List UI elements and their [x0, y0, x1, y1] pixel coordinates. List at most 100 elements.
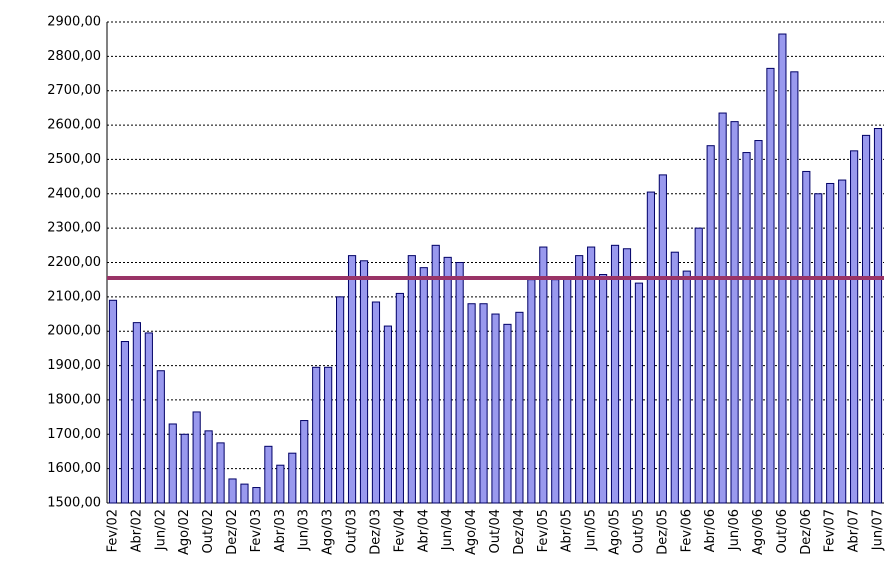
bar: [300, 420, 309, 504]
x-tick-label: Ago/02: [177, 509, 192, 555]
bar: [551, 279, 560, 504]
bar: [264, 445, 273, 504]
x-tick-label: Out/04: [488, 509, 503, 554]
bar: [575, 255, 584, 504]
bar: [240, 483, 249, 504]
x-tick-label: Abr/07: [847, 509, 862, 552]
bar: [312, 366, 321, 504]
y-tick-label: 1600,00: [47, 461, 101, 476]
y-tick-label: 2700,00: [47, 83, 101, 98]
x-tick-label: Dez/05: [655, 509, 670, 555]
bar: [144, 332, 153, 504]
x-tick-label: Jun/05: [584, 509, 599, 551]
bar: [192, 411, 201, 504]
x-tick-label: Out/05: [631, 509, 646, 554]
bar: [419, 267, 428, 504]
bar: [216, 442, 225, 504]
y-tick-label: 2800,00: [47, 49, 101, 64]
y-tick-label: 1900,00: [47, 358, 101, 373]
bar: [503, 323, 512, 504]
bar: [694, 227, 703, 504]
bar: [598, 274, 608, 504]
bar: [539, 246, 548, 504]
x-tick-label: Ago/05: [608, 509, 623, 555]
y-tick-label: 1800,00: [47, 392, 101, 407]
bar: [443, 256, 452, 504]
x-tick-label: Jun/06: [727, 509, 742, 551]
bar: [670, 251, 679, 504]
bar: [108, 299, 118, 504]
y-tick-label: 2000,00: [47, 324, 101, 339]
bar: [288, 452, 297, 504]
bar: [730, 121, 739, 504]
bar: [873, 128, 883, 504]
bar: [778, 33, 787, 504]
x-tick-label: Out/03: [345, 509, 360, 554]
bar: [515, 311, 524, 504]
bar: [395, 292, 404, 504]
y-tick-label: 2600,00: [47, 118, 101, 133]
x-tick-label: Jun/07: [871, 509, 886, 551]
bar: [431, 244, 440, 504]
bar: [634, 282, 644, 504]
bar: [861, 134, 871, 504]
x-tick-label: Abr/04: [416, 509, 431, 552]
y-tick-label: 1700,00: [47, 427, 101, 442]
x-tick-label: Ago/06: [751, 509, 766, 555]
x-tick-label: Abr/02: [129, 509, 144, 552]
bar: [132, 322, 141, 504]
x-tick-label: Dez/03: [368, 509, 383, 555]
x-tick-label: Ago/03: [321, 509, 336, 555]
bar: [407, 255, 416, 504]
bar: [276, 464, 285, 504]
x-tick-label: Dez/06: [799, 509, 814, 555]
bar: [587, 246, 596, 504]
bar: [371, 301, 381, 504]
bar: [252, 487, 261, 504]
y-tick-label: 2300,00: [47, 221, 101, 236]
x-tick-label: Fev/03: [249, 509, 264, 552]
bar: [204, 430, 213, 504]
bar: [802, 170, 811, 504]
y-tick-label: 2500,00: [47, 152, 101, 167]
bar: [359, 260, 369, 504]
y-tick-label: 2900,00: [47, 15, 101, 30]
x-tick-label: Jun/02: [153, 509, 168, 551]
bar: [228, 478, 237, 504]
bar: [682, 270, 691, 504]
bar: [156, 370, 165, 504]
x-tick-label: Jun/03: [297, 509, 312, 551]
x-tick-label: Fev/06: [679, 509, 694, 552]
x-tick-label: Dez/02: [225, 509, 240, 555]
bar: [563, 277, 572, 504]
bar: [383, 325, 393, 504]
bar: [610, 244, 620, 504]
bar: [324, 366, 333, 504]
bar: [754, 140, 763, 504]
bar: [646, 191, 655, 504]
bar: [766, 67, 775, 504]
x-tick-label: Ago/04: [464, 509, 479, 555]
y-tick-label: 2400,00: [47, 186, 101, 201]
y-tick-label: 2200,00: [47, 255, 101, 270]
x-tick-label: Abr/05: [560, 509, 575, 552]
bar: [180, 433, 189, 504]
y-tick-label: 2100,00: [47, 289, 101, 304]
x-tick-label: Dez/04: [512, 509, 527, 555]
x-tick-label: Jun/04: [440, 509, 455, 551]
bar: [527, 279, 536, 504]
bar: [347, 255, 357, 504]
bar: [814, 193, 823, 504]
x-tick-label: Abr/03: [273, 509, 288, 552]
bar: [742, 152, 751, 504]
x-tick-label: Out/02: [201, 509, 216, 554]
bar: [718, 112, 727, 504]
x-tick-label: Fev/04: [392, 509, 407, 552]
bar: [790, 71, 799, 504]
bar: [455, 262, 464, 504]
bar: [491, 313, 500, 504]
x-tick-label: Fev/07: [823, 509, 838, 552]
bar: [479, 303, 488, 504]
bar: [467, 303, 476, 504]
